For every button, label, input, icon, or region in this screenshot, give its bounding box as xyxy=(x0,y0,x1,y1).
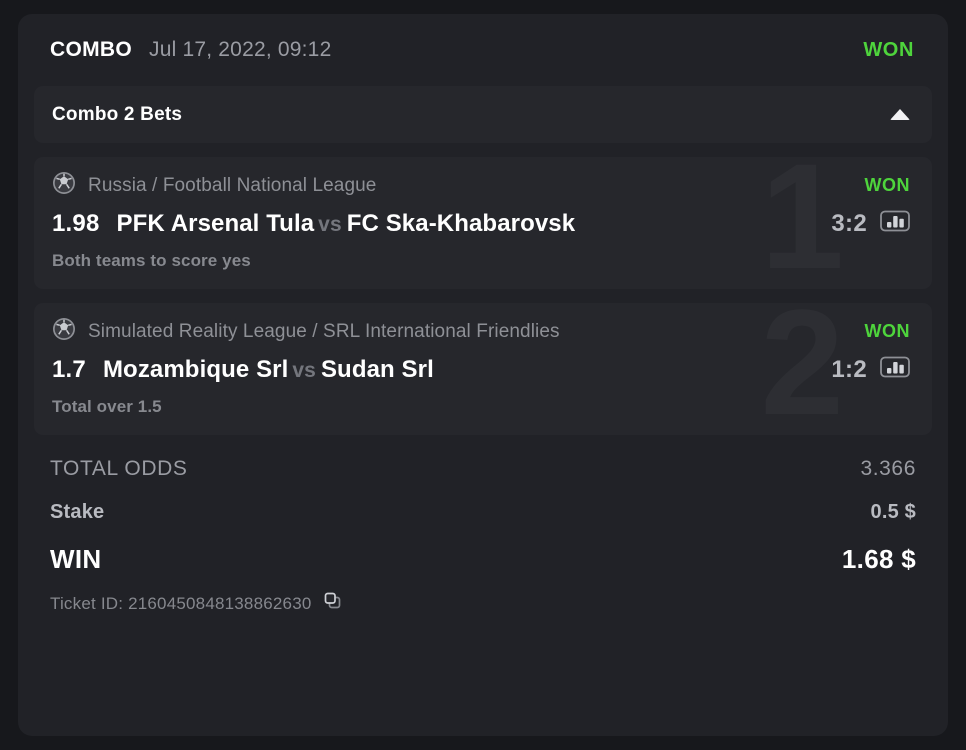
bet-teams: Mozambique Srl vs Sudan Srl xyxy=(103,356,434,384)
bar-chart-stats-icon[interactable] xyxy=(880,209,910,238)
bet-ticket-card: COMBO Jul 17, 2022, 09:12 WON Combo 2 Be… xyxy=(18,14,948,736)
total-odds-label: TOTAL ODDS xyxy=(50,457,188,480)
home-team: PFK Arsenal Tula xyxy=(116,209,315,237)
bet-status-badge: WON xyxy=(864,321,910,341)
bar-chart-stats-icon[interactable] xyxy=(880,355,910,384)
bet-odd-value: 1.7 xyxy=(52,355,86,383)
bet-league-line: Simulated Reality League / SRL Internati… xyxy=(52,317,910,346)
bet-status-badge: WON xyxy=(864,175,910,195)
ticket-id-row: Ticket ID: 2160450848138862630 xyxy=(50,591,916,616)
bet-match-line: 1.7 Mozambique Srl vs Sudan Srl 1:2 xyxy=(52,355,910,384)
stake-label: Stake xyxy=(50,501,105,523)
total-odds-row: TOTAL ODDS 3.366 xyxy=(50,457,916,481)
bet-match-line: 1.98 PFK Arsenal Tula vs FC Ska-Khabarovsk… xyxy=(52,209,910,238)
bet-market: Total over 1.5 xyxy=(52,397,162,416)
total-odds-value: 3.366 xyxy=(860,457,916,480)
bet-score: 3:2 xyxy=(831,209,867,237)
soccer-ball-icon xyxy=(52,171,76,200)
combo-title: Combo 2 Bets xyxy=(52,103,183,125)
away-team: Sudan Srl xyxy=(320,355,434,383)
vs-separator: vs xyxy=(292,358,316,382)
stake-value: 0.5 $ xyxy=(870,501,916,523)
ticket-type-label: COMBO xyxy=(50,38,132,61)
ticket-id-text: Ticket ID: 2160450848138862630 xyxy=(50,593,312,613)
copy-icon[interactable] xyxy=(323,591,343,616)
caret-up-icon[interactable] xyxy=(890,109,910,120)
ticket-status-badge: WON xyxy=(863,38,914,61)
bet-odd-value: 1.98 xyxy=(52,209,100,237)
home-team: Mozambique Srl xyxy=(102,355,289,383)
ticket-header: COMBO Jul 17, 2022, 09:12 WON xyxy=(18,14,948,86)
away-team: FC Ska-Khabarovsk xyxy=(346,209,576,237)
stake-row: Stake 0.5 $ xyxy=(50,501,916,524)
win-row: WIN 1.68 $ xyxy=(50,544,916,575)
bet-score: 1:2 xyxy=(831,355,867,383)
ticket-summary: TOTAL ODDS 3.366 Stake 0.5 $ WIN 1.68 $ xyxy=(50,457,916,575)
bet-league-line: Russia / Football National League WON xyxy=(52,171,910,200)
win-label: WIN xyxy=(50,544,102,574)
bet-league-name: Russia / Football National League xyxy=(88,174,377,196)
vs-separator: vs xyxy=(318,212,342,236)
bet-league-name: Simulated Reality League / SRL Internati… xyxy=(88,320,560,342)
win-value: 1.68 $ xyxy=(841,544,916,574)
bet-item[interactable]: 2 Simulated Reality League / SRL Interna… xyxy=(34,303,932,435)
bet-item[interactable]: 1 Russia / Football National League WON … xyxy=(34,157,932,289)
ticket-date: Jul 17, 2022, 09:12 xyxy=(149,38,332,61)
bet-market: Both teams to score yes xyxy=(52,251,251,270)
soccer-ball-icon xyxy=(52,317,76,346)
combo-toggle-bar[interactable]: Combo 2 Bets xyxy=(34,86,932,143)
bet-teams: PFK Arsenal Tula vs FC Ska-Khabarovsk xyxy=(117,210,576,238)
